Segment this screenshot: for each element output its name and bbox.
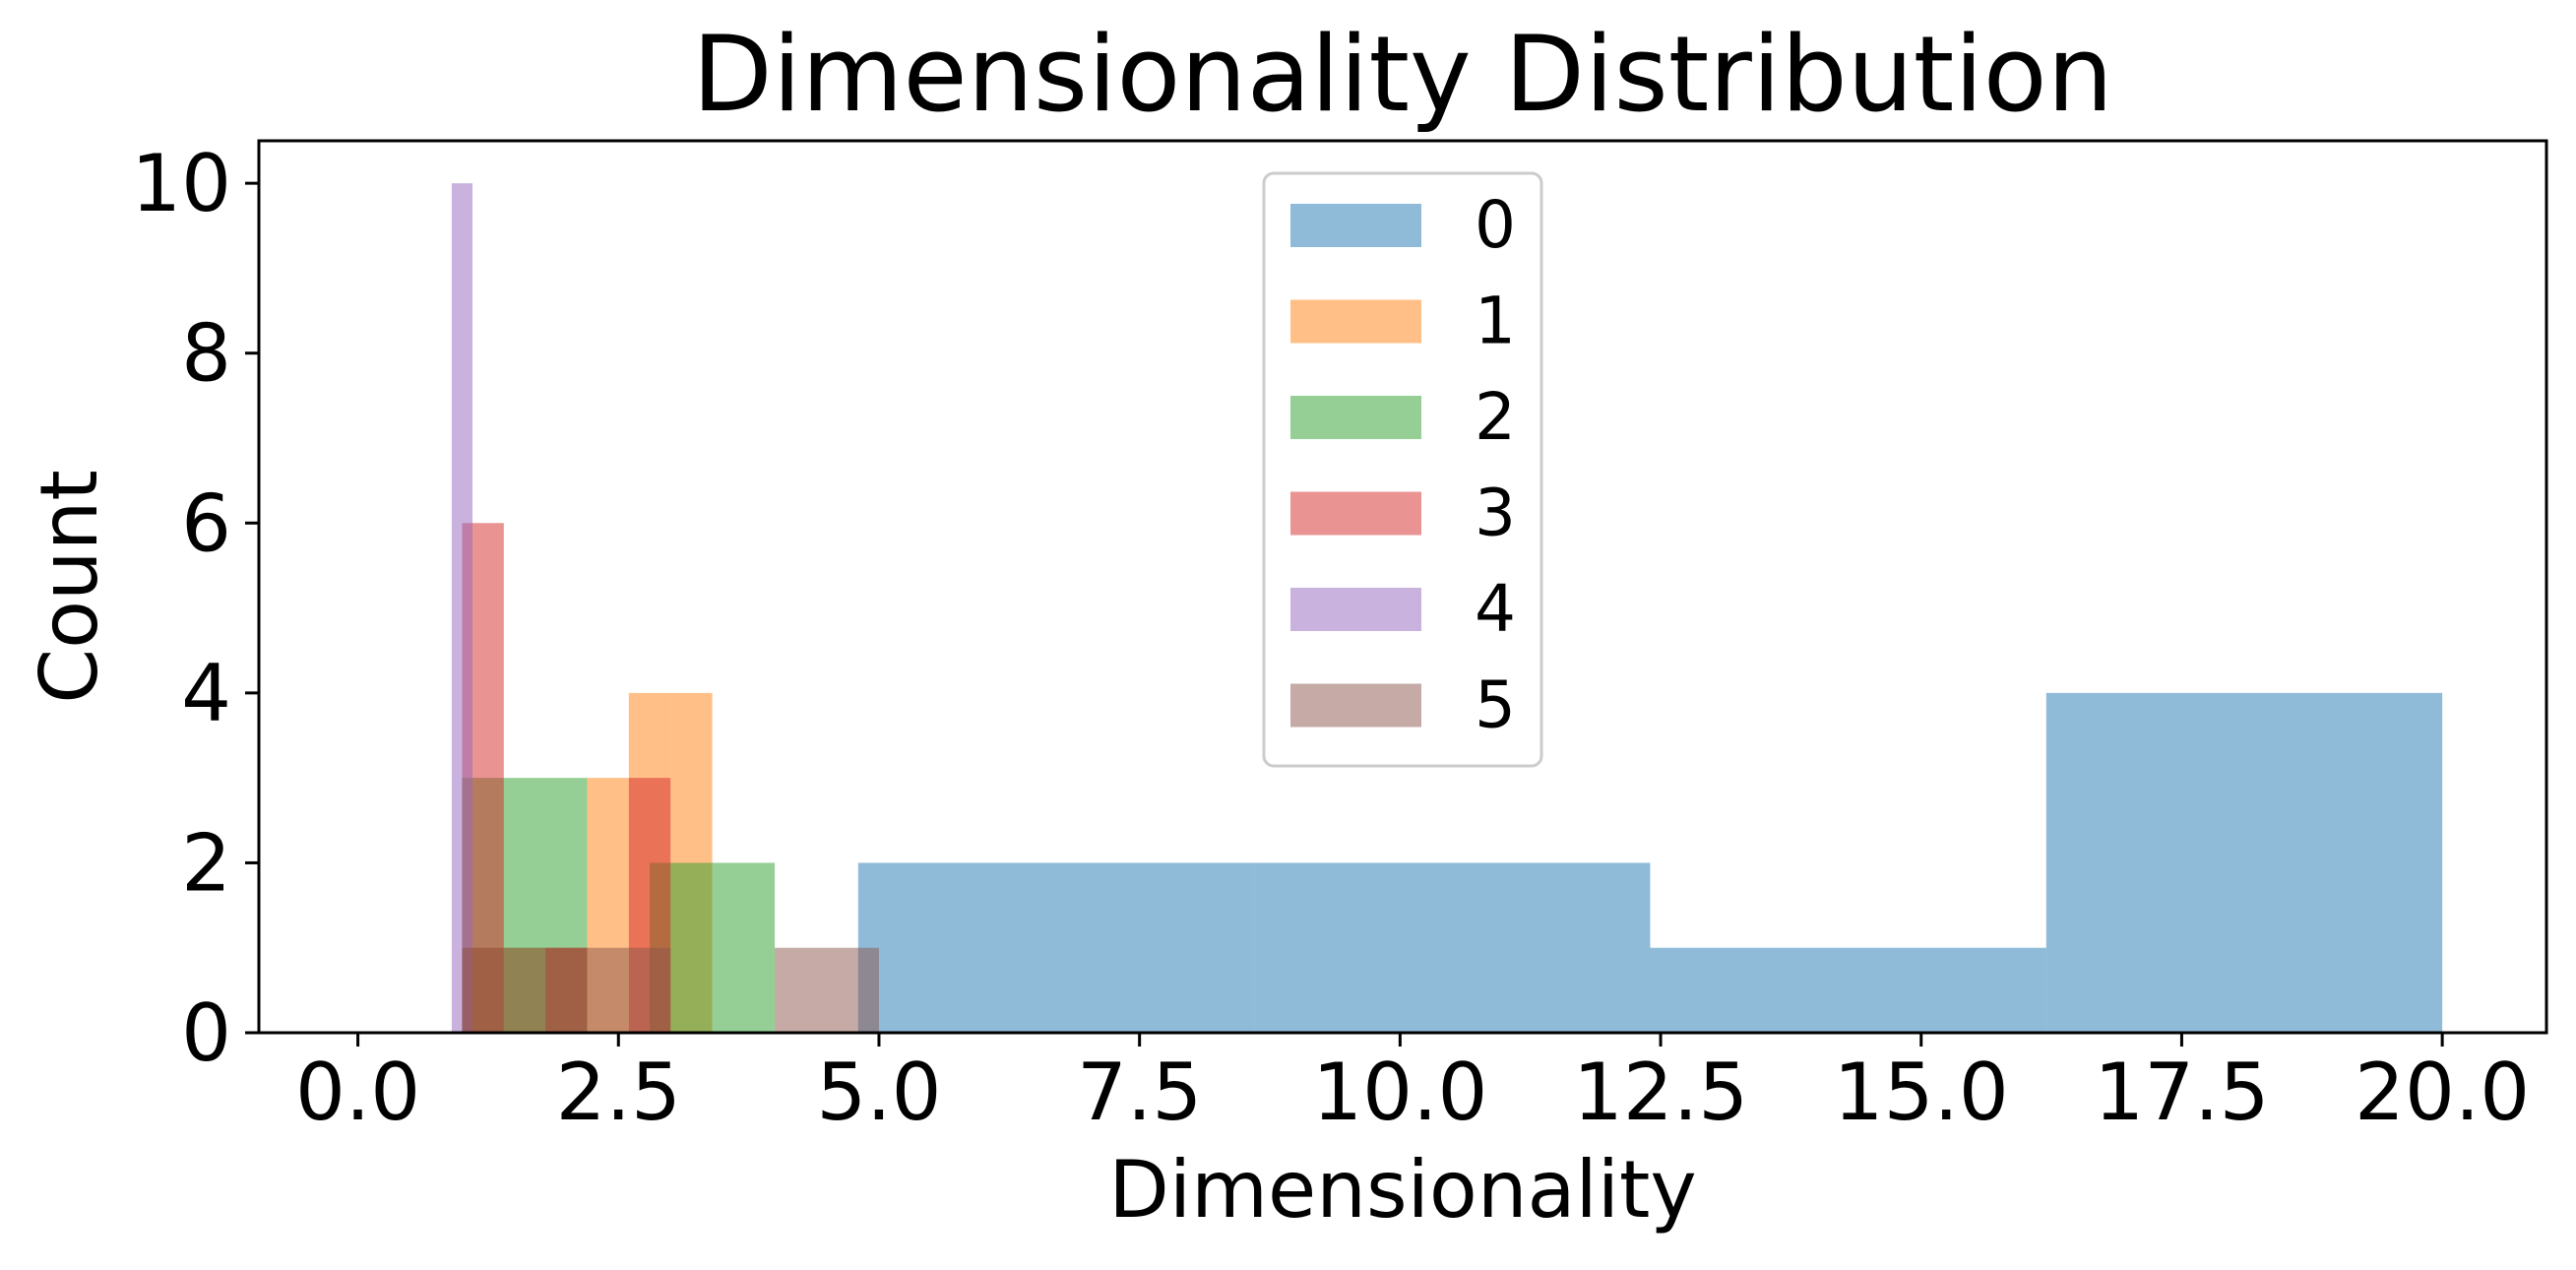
bar-series-5-bin-0: [462, 947, 504, 1033]
x-tick-label: 7.5: [1077, 1047, 1202, 1138]
x-tick-label: 17.5: [2094, 1047, 2269, 1138]
y-tick-label: 8: [181, 308, 231, 400]
x-tick-label: 20.0: [2355, 1047, 2530, 1138]
bar-series-5-bin-1: [503, 947, 567, 1033]
legend-item-4: 4: [1290, 571, 1516, 647]
legend-swatch: [1290, 588, 1421, 631]
plot-frame: [257, 139, 2548, 1035]
legend-item-2: 2: [1290, 379, 1516, 455]
bar-series-0-bin-2: [1650, 947, 2046, 1033]
bar-series-0-bin-1: [1254, 862, 1651, 1033]
bar-series-2-bin-3: [712, 862, 776, 1033]
legend-label: 4: [1475, 571, 1516, 647]
y-tick-label: 0: [181, 987, 231, 1079]
y-tick-label: 10: [131, 138, 231, 229]
legend-label: 5: [1475, 667, 1516, 743]
legend-swatch: [1290, 299, 1421, 344]
legend: 0 1 2 3 4 5: [1262, 171, 1543, 768]
bar-series-5-bin-3: [775, 947, 879, 1033]
legend-item-0: 0: [1290, 187, 1516, 263]
bars-layer: [451, 183, 2443, 1034]
x-tick-label: 5.0: [816, 1047, 941, 1138]
bar-series-0-bin-0: [857, 862, 1255, 1033]
legend-swatch: [1290, 396, 1421, 439]
series-4-bars: [451, 183, 473, 1034]
bar-series-4-bin-0: [451, 183, 473, 1034]
legend-label: 1: [1475, 284, 1516, 359]
x-tick-label: 15.0: [1834, 1047, 2009, 1138]
x-tick-label: 2.5: [556, 1047, 681, 1138]
legend-items: 0 1 2 3 4 5: [1290, 187, 1516, 743]
legend-label: 2: [1475, 379, 1516, 455]
y-tick-label: 6: [181, 477, 231, 569]
y-tick-label: 4: [181, 648, 231, 739]
series-5-bars: [462, 947, 879, 1033]
legend-item-1: 1: [1290, 284, 1516, 359]
y-axis-ticks: 0 2 4 6 8 10: [131, 138, 259, 1079]
x-tick-label: 10.0: [1312, 1047, 1487, 1138]
series-0-bars: [857, 692, 2443, 1033]
legend-label: 3: [1475, 476, 1516, 551]
x-tick-label: 12.5: [1573, 1047, 1748, 1138]
y-tick-label: 2: [181, 817, 231, 909]
chart-title: Dimensionality Distribution: [692, 14, 2113, 135]
bar-series-5-bin-2: [566, 947, 671, 1033]
x-axis-ticks: 0.0 2.5 5.0 7.5 10.0 12.5 15.0 17.5 20.0: [295, 1033, 2530, 1138]
x-tick-label: 0.0: [295, 1047, 420, 1138]
legend-swatch: [1290, 683, 1421, 728]
legend-swatch: [1290, 204, 1421, 247]
y-axis-label: Count: [24, 470, 115, 704]
legend-item-3: 3: [1290, 476, 1516, 551]
x-axis-label: Dimensionality: [1108, 1144, 1696, 1236]
legend-swatch: [1290, 491, 1421, 536]
bar-series-0-bin-3: [2045, 692, 2443, 1033]
legend-item-5: 5: [1290, 667, 1516, 743]
legend-label: 0: [1475, 187, 1516, 263]
